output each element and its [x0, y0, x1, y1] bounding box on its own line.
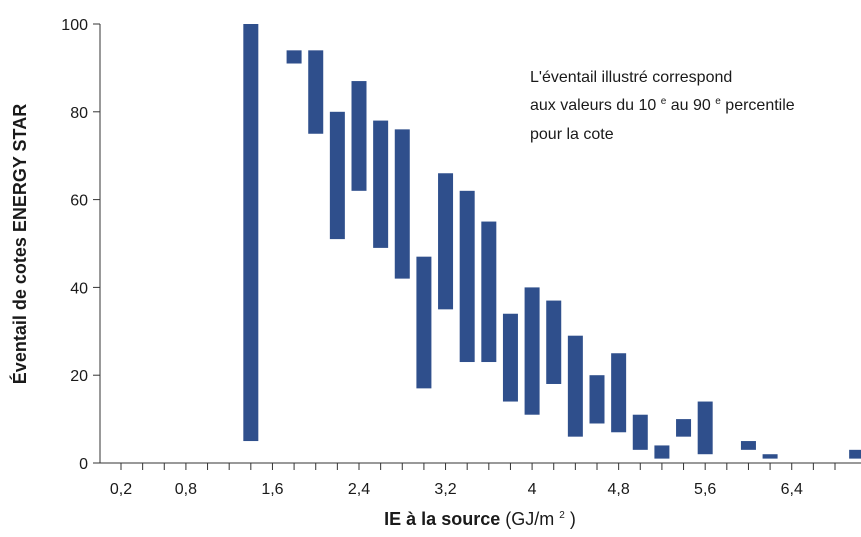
annotation-line-2-part-a: aux valeurs du 10	[530, 97, 656, 114]
x-tick-label-3-2: 3,2	[434, 481, 456, 498]
range-bar-23	[762, 454, 778, 459]
y-tick-label-40: 40	[70, 280, 88, 297]
annotation-line-2-part-c: percentile	[725, 97, 794, 114]
x-tick-label-0-2: 0,2	[110, 481, 132, 498]
range-bar-11	[481, 221, 497, 363]
x-axis-title-main: IE à la source	[384, 509, 500, 529]
annotation-line-2-sup-2: e	[715, 96, 721, 107]
range-bar-7	[394, 129, 410, 279]
x-tick-label-0-8: 0,8	[175, 481, 197, 498]
range-bar-22	[740, 441, 756, 450]
y-tick-label-0: 0	[79, 456, 88, 473]
x-axis-title-unit-exp: 2	[559, 510, 565, 521]
annotation-line-3: pour la cote	[530, 126, 614, 143]
range-bar-13	[524, 287, 540, 415]
x-ticks: 0,2 0,8 1,6 2,4 3,2 4 4,8 5,6 6,4	[110, 463, 836, 498]
y-tick-label-60: 60	[70, 193, 88, 210]
y-tick-label-100: 100	[61, 17, 88, 34]
range-bar-8	[416, 256, 432, 389]
y-tick-label-20: 20	[70, 368, 88, 385]
x-axis: 0,2 0,8 1,6 2,4 3,2 4 4,8 5,6 6,4	[100, 462, 861, 498]
annotation-line-2-sup-1: e	[661, 96, 667, 107]
range-bar-24	[849, 449, 861, 459]
range-bar-21	[697, 401, 713, 455]
range-bar-15	[567, 335, 583, 437]
range-bar-2	[286, 50, 302, 64]
range-bar-10	[459, 190, 475, 363]
range-bar-4	[329, 111, 345, 240]
x-axis-title-unit-suffix: )	[570, 509, 576, 529]
range-bar-16	[589, 375, 605, 424]
range-bar-20	[676, 419, 692, 437]
range-bar-14	[546, 300, 562, 384]
x-axis-title-unit-prefix: (GJ/m	[505, 509, 554, 529]
x-tick-label-4-0: 4	[528, 481, 537, 498]
range-bar-19	[654, 445, 670, 459]
x-tick-label-4-8: 4,8	[608, 481, 630, 498]
range-bar-3	[308, 50, 324, 134]
x-axis-title: IE à la source (GJ/m 2 )	[384, 502, 576, 529]
range-bar-6	[373, 120, 389, 248]
y-axis: 0 20 40 60 80 100	[61, 17, 101, 473]
y-axis-title: Éventail de cotes ENERGY STAR	[9, 104, 30, 384]
annotation-line-2-part-b: au 90	[671, 97, 711, 114]
annotation-line-2: aux valeurs du 10 e au 90 e percentile	[530, 91, 795, 114]
y-tick-label-80: 80	[70, 105, 88, 122]
annotation-line-1: L'éventail illustré correspond	[530, 69, 732, 86]
y-ticks: 0 20 40 60 80 100	[61, 17, 100, 473]
range-bar-17	[611, 353, 627, 433]
range-bar-5	[351, 81, 367, 191]
x-tick-label-6-4: 6,4	[781, 481, 803, 498]
range-bar-18	[632, 414, 648, 450]
range-bar-9	[438, 173, 454, 310]
bars-layer	[243, 24, 861, 459]
range-bar-12	[502, 313, 518, 402]
x-tick-label-1-6: 1,6	[261, 481, 283, 498]
x-tick-label-5-6: 5,6	[694, 481, 716, 498]
x-tick-label-2-4: 2,4	[348, 481, 370, 498]
range-bar-1	[243, 24, 259, 442]
